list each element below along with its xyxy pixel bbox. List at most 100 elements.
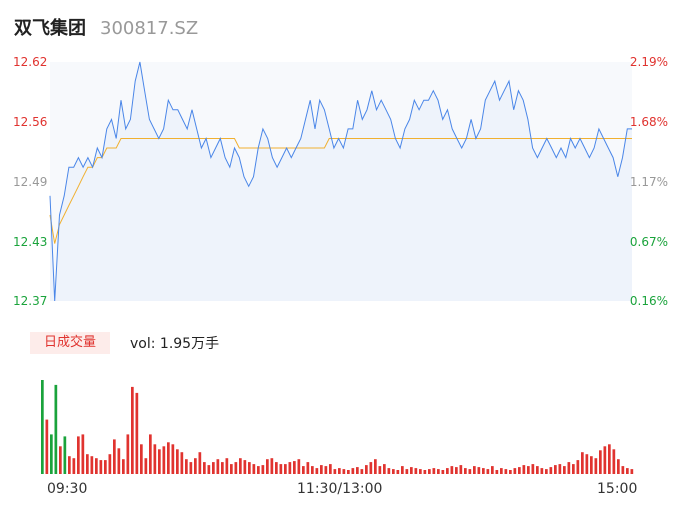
volume-bars <box>41 380 634 474</box>
volume-bar <box>428 469 431 474</box>
volume-bar <box>414 468 418 474</box>
average-price-line <box>49 138 632 244</box>
volume-bar <box>320 465 323 474</box>
percent-tick-label: 2.19% <box>630 55 668 69</box>
volume-bar <box>90 456 94 474</box>
volume-bar <box>176 449 179 474</box>
volume-bar <box>239 458 242 474</box>
volume-bar <box>266 459 269 474</box>
volume-bar <box>270 458 274 474</box>
price-tick-label: 12.43 <box>13 235 47 249</box>
volume-bar <box>297 459 301 474</box>
volume-bar <box>338 468 341 474</box>
volume-bar <box>374 459 377 474</box>
chart-header: 双飞集团 300817.SZ <box>14 14 198 39</box>
volume-bar <box>626 468 629 474</box>
volume-bar <box>288 462 292 474</box>
volume-bar <box>189 462 193 474</box>
volume-bar <box>126 434 130 474</box>
volume-bar <box>612 449 616 474</box>
volume-bar <box>513 468 517 474</box>
volume-bar <box>144 458 148 474</box>
stock-name: 双飞集团 <box>14 18 86 39</box>
volume-bar <box>410 467 413 474</box>
volume-bar <box>72 458 76 474</box>
volume-bar <box>153 444 157 474</box>
volume-bar <box>212 462 215 474</box>
volume-bar <box>396 470 400 474</box>
volume-bar <box>594 458 598 474</box>
volume-bar <box>455 467 458 474</box>
volume-bar <box>522 465 526 474</box>
price-tick-label: 12.49 <box>13 175 47 189</box>
volume-bar <box>158 449 161 474</box>
volume-bar <box>207 465 211 474</box>
volume-bar <box>63 436 67 474</box>
volume-bar <box>549 467 553 474</box>
volume-bar <box>216 459 220 474</box>
volume-bar <box>383 464 386 474</box>
volume-bar <box>162 446 166 474</box>
volume-bar <box>581 452 584 474</box>
volume-bar <box>279 464 283 474</box>
volume-bar <box>81 434 85 474</box>
percent-tick-label: 0.67% <box>630 235 668 249</box>
volume-bar <box>135 392 139 474</box>
volume-bar <box>518 467 521 474</box>
price-tick-label: 12.56 <box>13 115 47 129</box>
price-area <box>50 62 632 301</box>
volume-bar <box>275 462 278 474</box>
volume-bar <box>527 466 530 474</box>
percent-tick-label: 1.17% <box>630 175 668 189</box>
volume-bar <box>401 466 404 474</box>
volume-bar <box>261 465 265 474</box>
volume-bar <box>365 465 368 474</box>
volume-bar <box>540 468 544 474</box>
price-axis-labels: 12.62 12.56 12.49 12.43 12.37 <box>13 55 47 308</box>
volume-bar <box>140 444 143 474</box>
volume-bar <box>167 442 170 474</box>
volume-bar <box>608 444 611 474</box>
x-tick-midday: 11:30/13:00 <box>297 481 383 497</box>
volume-bar <box>225 458 229 474</box>
volume-bar <box>405 469 409 474</box>
volume-bar <box>333 469 337 474</box>
volume-bar <box>108 454 112 474</box>
volume-bar <box>441 470 445 474</box>
volume-bar <box>95 458 98 474</box>
volume-bar <box>423 470 427 474</box>
volume-bar <box>576 460 580 474</box>
volume-bar <box>621 466 625 474</box>
volume-bar <box>113 439 116 474</box>
volume-bar <box>473 466 476 474</box>
volume-bar <box>50 434 53 474</box>
volume-bar <box>630 469 634 474</box>
volume-tab[interactable]: 日成交量 <box>30 332 110 354</box>
volume-readout: vol: 1.95万手 <box>130 336 220 352</box>
volume-bar <box>617 459 620 474</box>
volume-bar <box>293 461 296 474</box>
volume-bar <box>504 469 508 474</box>
volume-bar <box>252 464 256 474</box>
price-tick-label: 12.37 <box>13 294 47 308</box>
volume-bar <box>369 462 373 474</box>
volume-bar <box>387 468 391 474</box>
volume-bar <box>68 456 71 474</box>
volume-bar <box>77 436 80 474</box>
x-tick-open: 09:30 <box>47 481 88 497</box>
volume-bar <box>45 419 49 474</box>
volume-bar <box>392 469 395 474</box>
volume-bar <box>450 466 454 474</box>
volume-bar <box>284 464 287 474</box>
volume-bar <box>149 434 152 474</box>
volume-bar <box>464 468 467 474</box>
volume-bar <box>221 462 224 474</box>
volume-bar <box>468 469 472 474</box>
volume-bar <box>306 462 310 474</box>
percent-tick-label: 0.16% <box>630 294 668 308</box>
volume-bar <box>432 468 436 474</box>
volume-bar <box>590 456 593 474</box>
volume-bar <box>554 465 557 474</box>
volume-bar <box>378 466 382 474</box>
